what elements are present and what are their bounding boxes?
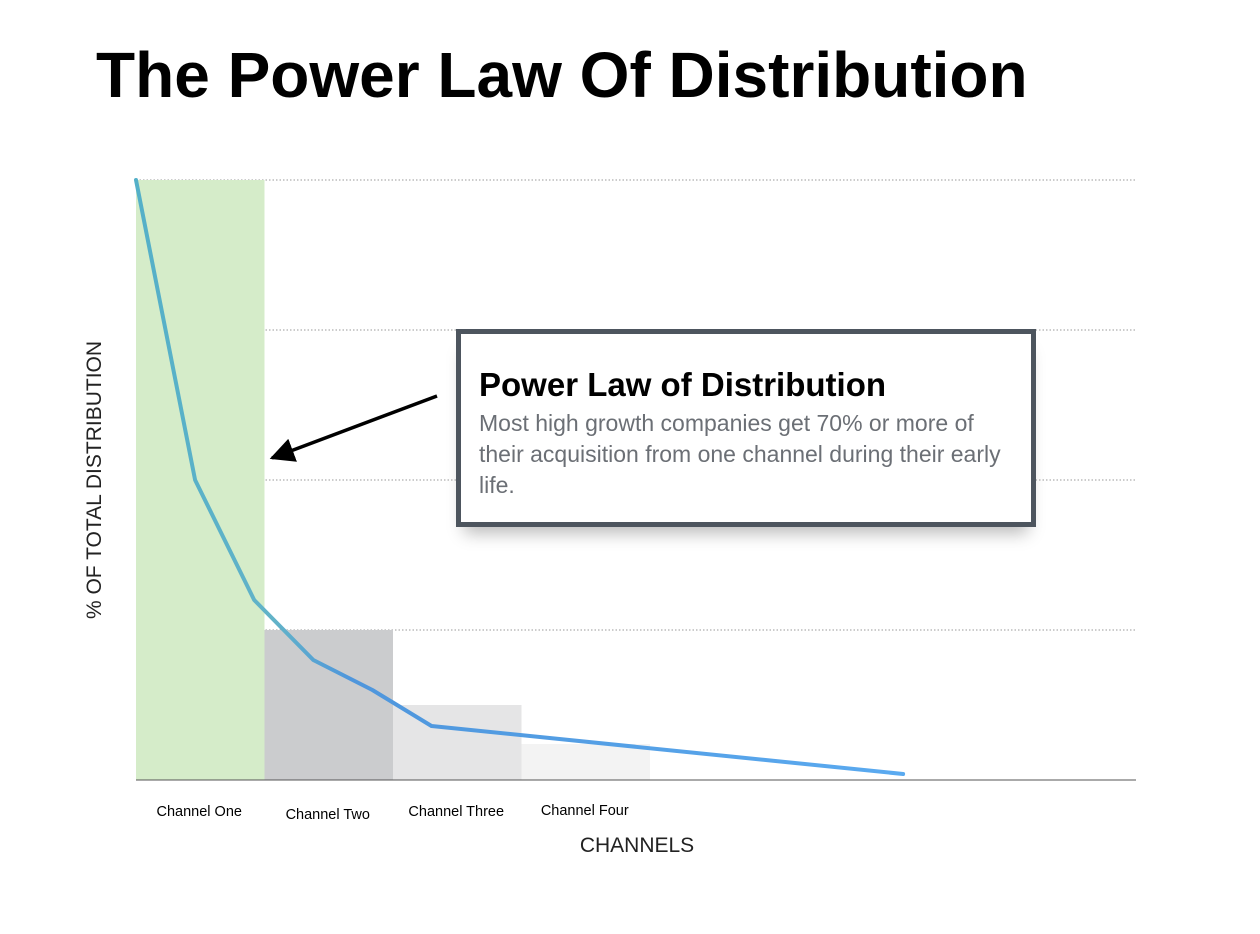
callout-arrow: [269, 394, 438, 462]
page-title: The Power Law Of Distribution: [96, 39, 1028, 111]
trend-line: [134, 178, 906, 776]
x-tick-label: Channel One: [157, 804, 242, 820]
bar-4: [521, 744, 650, 780]
x-tick-label: Channel Three: [408, 804, 504, 820]
bar-2: [264, 630, 393, 780]
x-tick-label: Channel Four: [541, 803, 629, 819]
callout-body: Most high growth companies get 70% or mo…: [479, 410, 1001, 498]
x-tick-label: Channel Two: [286, 807, 370, 823]
x-axis-label: CHANNELS: [579, 834, 695, 857]
y-axis-label: % OF TOTAL DISTRIBUTION: [83, 340, 106, 620]
callout-heading: Power Law of Distribution: [479, 366, 887, 403]
callout-box: Power Law of Distribution Most high grow…: [456, 329, 1036, 527]
